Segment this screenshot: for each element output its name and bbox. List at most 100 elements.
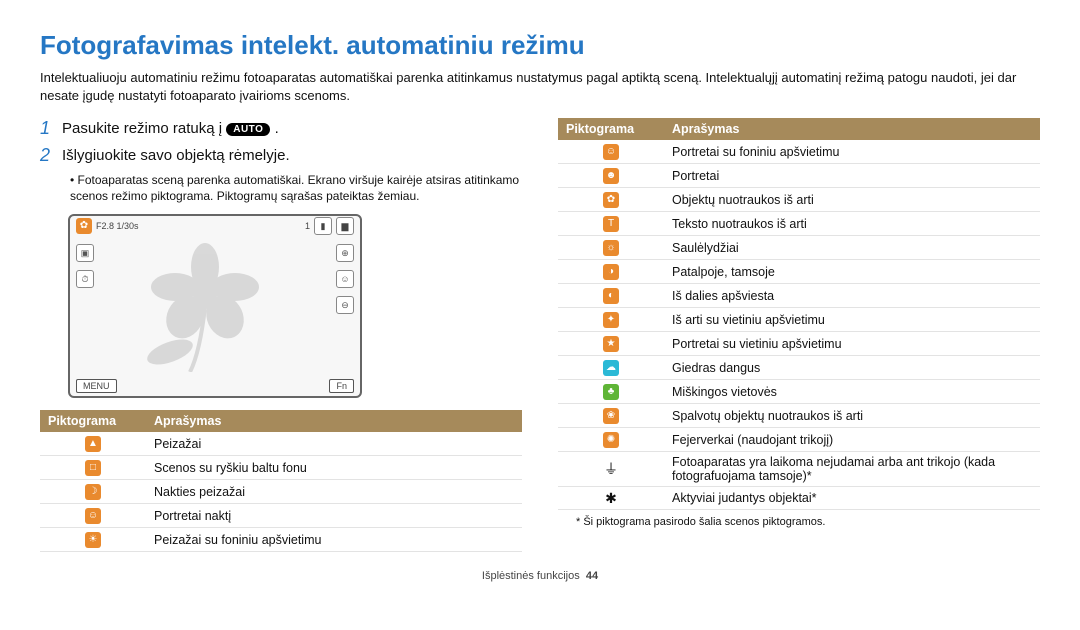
footer-page: 44 — [586, 570, 598, 582]
table-row: □ Scenos su ryškiu baltu fonu — [40, 456, 522, 480]
exposure-readout: F2.8 1/30s — [96, 221, 139, 231]
note-list: Fotoaparatas sceną parenka automatiškai.… — [70, 172, 522, 204]
table-row: ☺Portretai su foniniu apšvietimu — [558, 140, 1040, 164]
icon-cell: ✿ — [558, 188, 664, 212]
step-text: Išlygiuokite savo objektą rėmelyje. — [62, 145, 290, 164]
battery-icon: ▆ — [336, 217, 354, 235]
scene-icon: ✱ — [603, 490, 619, 506]
table-row: ▲ Peizažai — [40, 432, 522, 456]
description-cell: Fejerverkai (naudojant trikojį) — [664, 428, 1040, 452]
description-cell: Portretai su foniniu apšvietimu — [664, 140, 1040, 164]
th-aprasymas: Aprašymas — [664, 118, 1040, 140]
table-row: ☺ Portretai naktį — [40, 504, 522, 528]
scene-icon: ★ — [603, 336, 619, 352]
shot-count: 1 — [305, 221, 310, 231]
icon-cell: ▲ — [40, 432, 146, 456]
icon-cell: ◐ — [558, 284, 664, 308]
footnote: * Ši piktograma pasirodo šalia scenos pi… — [576, 516, 1040, 528]
scene-icon: ☽ — [85, 484, 101, 500]
icon-cell: ♣ — [558, 380, 664, 404]
zoom-out-icon: ⊖ — [336, 296, 354, 314]
description-cell: Portretai naktį — [146, 504, 522, 528]
macro-icon: ✿ — [76, 218, 92, 234]
table-row: ☁ Giedras dangus — [558, 356, 1040, 380]
step-text: Pasukite režimo ratuką į AUTO . — [62, 118, 279, 137]
table-row: ☽ Nakties peizažai — [40, 480, 522, 504]
menu-button-label: MENU — [76, 379, 117, 393]
icon-cell: ☺ — [558, 140, 664, 164]
timer-icon: ⏱ — [76, 270, 94, 288]
icon-cell: ☽ — [40, 480, 146, 504]
step-1: 1 Pasukite režimo ratuką į AUTO . — [40, 118, 522, 139]
person-icon: ☺ — [336, 270, 354, 288]
step-number: 1 — [40, 118, 62, 139]
description-cell: Iš arti su vietiniu apšvietimu — [664, 308, 1040, 332]
left-column: 1 Pasukite režimo ratuką į AUTO . 2 Išly… — [40, 118, 522, 552]
camera-lcd-mock: ✿ F2.8 1/30s 1 ▮ ▆ — [68, 214, 362, 398]
table-row: ☀ Peizažai su foniniu apšvietimu — [40, 528, 522, 552]
icon-cell: ☁ — [558, 356, 664, 380]
scene-icon: ◑ — [603, 264, 619, 280]
icon-table-left: Piktograma Aprašymas ▲ Peizažai □ Scenos su… — [40, 410, 522, 552]
description-cell: Portretai — [664, 164, 1040, 188]
auto-mode-badge: AUTO — [226, 123, 270, 136]
scene-icon: □ — [85, 460, 101, 476]
description-cell: Patalpoje, tamsoje — [664, 260, 1040, 284]
description-cell: Portretai su vietiniu apšvietimu — [664, 332, 1040, 356]
description-cell: Teksto nuotraukos iš arti — [664, 212, 1040, 236]
step1-text-b: . — [275, 120, 279, 137]
icon-cell: T — [558, 212, 664, 236]
icon-cell: ☼ — [558, 236, 664, 260]
description-cell: Aktyviai judantys objektai* — [664, 487, 1040, 510]
scene-icon: ❀ — [603, 408, 619, 424]
icon-cell: ✺ — [558, 428, 664, 452]
table-row: ✺Fejerverkai (naudojant trikojį) — [558, 428, 1040, 452]
scene-icon: ☺ — [85, 508, 101, 524]
scene-icon: T — [603, 216, 619, 232]
table-row: ✱ Aktyviai judantys objektai* — [558, 487, 1040, 510]
page-title: Fotografavimas intelekt. automatiniu rež… — [40, 30, 1040, 61]
description-cell: Scenos su ryškiu baltu fonu — [146, 456, 522, 480]
scene-icon: ☁ — [603, 360, 619, 376]
page-footer: Išplėstinės funkcijos 44 — [40, 570, 1040, 582]
description-cell: Nakties peizažai — [146, 480, 522, 504]
intro-paragraph: Intelektualiuoju automatiniu režimu foto… — [40, 69, 1040, 104]
icon-cell: ☀ — [40, 528, 146, 552]
zoom-in-icon: ⊕ — [336, 244, 354, 262]
table-row: ✦ Iš arti su vietiniu apšvietimu — [558, 308, 1040, 332]
footer-section: Išplėstinės funkcijos — [482, 570, 580, 582]
icon-cell: ◑ — [558, 260, 664, 284]
icon-cell: □ — [40, 456, 146, 480]
table-row: ★ Portretai su vietiniu apšvietimu — [558, 332, 1040, 356]
table-row: ◑ Patalpoje, tamsoje — [558, 260, 1040, 284]
table-row: ❀ Spalvotų objektų nuotraukos iš arti — [558, 404, 1040, 428]
table-row: ♣Miškingos vietovės — [558, 380, 1040, 404]
description-cell: Peizažai — [146, 432, 522, 456]
table-row: ☼ Saulėlydžiai — [558, 236, 1040, 260]
description-cell: Spalvotų objektų nuotraukos iš arti — [664, 404, 1040, 428]
table-row: ✿ Objektų nuotraukos iš arti — [558, 188, 1040, 212]
scene-icon: ☼ — [603, 240, 619, 256]
drive-icon: ▣ — [76, 244, 94, 262]
description-cell: Saulėlydžiai — [664, 236, 1040, 260]
note-item: Fotoaparatas sceną parenka automatiškai.… — [70, 172, 522, 204]
right-column: Piktograma Aprašymas ☺Portretai su fonin… — [558, 118, 1040, 552]
scene-icon: ▲ — [85, 436, 101, 452]
icon-cell: ☻ — [558, 164, 664, 188]
icon-table-right: Piktograma Aprašymas ☺Portretai su fonin… — [558, 118, 1040, 510]
table-row: T Teksto nuotraukos iš arti — [558, 212, 1040, 236]
step-2: 2 Išlygiuokite savo objektą rėmelyje. — [40, 145, 522, 166]
th-aprasymas: Aprašymas — [146, 410, 522, 432]
th-piktograma: Piktograma — [40, 410, 146, 432]
description-cell: Objektų nuotraukos iš arti — [664, 188, 1040, 212]
th-piktograma: Piktograma — [558, 118, 664, 140]
description-cell: Giedras dangus — [664, 356, 1040, 380]
scene-icon: ☻ — [603, 168, 619, 184]
icon-cell: ★ — [558, 332, 664, 356]
scene-icon: ✿ — [603, 192, 619, 208]
table-row: ⏚Fotoaparatas yra laikoma nejudamai arba… — [558, 452, 1040, 487]
scene-icon: ✦ — [603, 312, 619, 328]
scene-icon: ☀ — [85, 532, 101, 548]
icon-cell: ❀ — [558, 404, 664, 428]
description-cell: Peizažai su foniniu apšvietimu — [146, 528, 522, 552]
